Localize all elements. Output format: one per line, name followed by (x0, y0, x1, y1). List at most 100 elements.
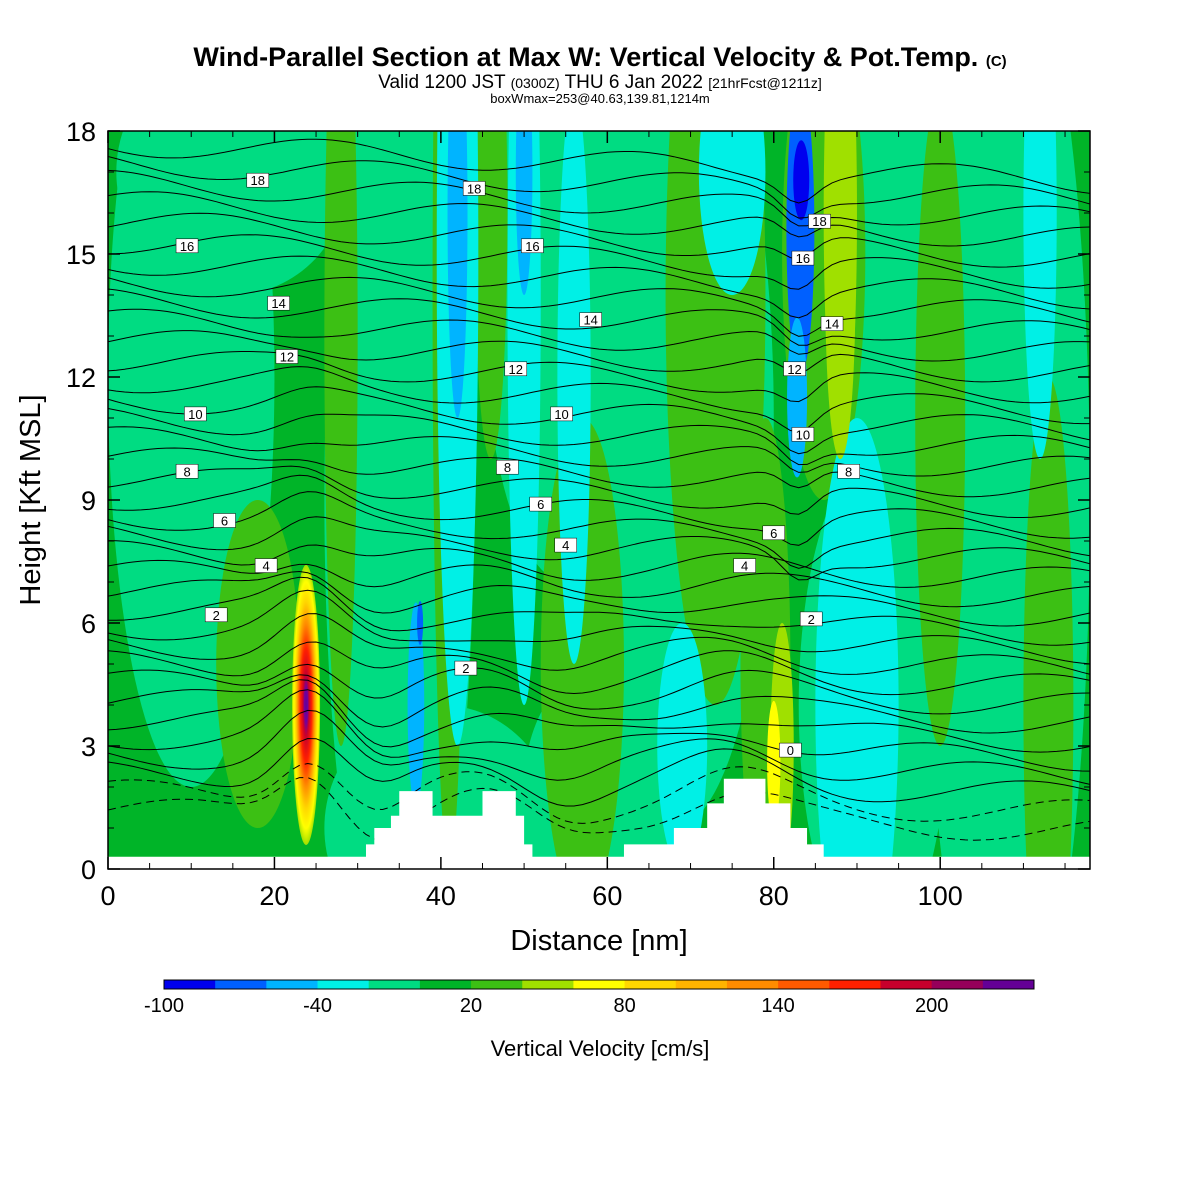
isentrope-label-box (554, 537, 577, 553)
isentrope-line (108, 386, 1090, 455)
isentrope-line (108, 366, 1090, 433)
y-tick-label: 9 (81, 486, 96, 516)
isentrope-line (108, 330, 1090, 383)
isentrope-label-box (733, 558, 756, 573)
colorbar-swatch (778, 980, 830, 989)
isentrope-line (108, 709, 1090, 785)
colorbar-tick-label: 140 (761, 995, 794, 1017)
x-tick-label: 80 (759, 881, 789, 911)
x-tick-label: 100 (918, 881, 963, 911)
velocity-shade (407, 602, 425, 808)
isentrope-label: 16 (796, 251, 810, 266)
velocity-shade (507, 131, 541, 705)
chart-subtitle: Valid 1200 JST (0300Z) THU 6 Jan 2022 [2… (378, 72, 822, 93)
velocity-shade (698, 131, 766, 295)
isentrope-label-box (254, 558, 278, 573)
isentrope-label: 10 (554, 407, 568, 422)
isentrope-line (108, 576, 1090, 646)
velocity-shade (815, 418, 899, 869)
isentrope-label: 6 (221, 514, 228, 529)
colorbar-swatch (164, 980, 216, 989)
isentrope-line (108, 762, 1090, 824)
y-axis-label: Height [Kft MSL] (15, 394, 47, 605)
isentrope-label-box (184, 406, 207, 422)
isentrope-label-box (213, 513, 236, 528)
colorbar-swatch (368, 980, 421, 989)
colorbar-tick-label: 200 (915, 995, 948, 1017)
y-tick-label: 12 (66, 363, 96, 393)
colorbar-swatch (880, 980, 933, 989)
velocity-shade (557, 131, 591, 664)
isentrope-label-box (579, 312, 602, 327)
colorbar-swatch (419, 980, 472, 989)
isentrope-label-box (267, 295, 290, 311)
colorbar-swatch (317, 980, 370, 989)
isentrope-label: 18 (251, 173, 265, 188)
downdraft-core (417, 601, 424, 645)
colorbar-swatch (982, 980, 1035, 989)
isentrope-label-box (275, 349, 299, 364)
isentrope-label: 6 (537, 497, 544, 512)
colorbar-frame (163, 979, 1035, 990)
isentrope-label-box (454, 660, 478, 676)
colorbar-swatch (215, 980, 267, 989)
isentrope-label: 4 (741, 559, 748, 574)
velocity-shade (447, 131, 468, 418)
isentrope-label-box (462, 181, 486, 196)
isentrope-label-box (799, 611, 823, 627)
isentrope-label: 18 (812, 214, 826, 229)
isentrope-label-box (246, 172, 270, 188)
colorbar-swatch (931, 980, 984, 989)
isentrope-line (108, 641, 1090, 696)
isentrope-label-box (496, 459, 519, 475)
isentrope-line (108, 737, 1090, 807)
colorbar-swatch (266, 980, 319, 989)
isentrope-label-box (762, 525, 786, 541)
isentrope-line (108, 474, 1090, 546)
isentrope-label-box (175, 464, 199, 479)
y-tick-label: 0 (81, 855, 96, 885)
velocity-shade (915, 131, 966, 746)
x-tick-label: 0 (100, 881, 115, 911)
x-axis-label: Distance [nm] (510, 925, 687, 957)
isentrope-line (108, 777, 1090, 841)
colorbar-tick-label: -100 (144, 995, 184, 1017)
isentrope-line (108, 351, 1090, 404)
velocity-shade (216, 500, 300, 828)
isentrope-label: 14 (271, 296, 285, 311)
isentrope-line (108, 447, 1090, 498)
isentrope-line (108, 663, 1090, 715)
colorbar-tick-label: -40 (303, 995, 332, 1017)
isentrope-label-box (204, 607, 228, 623)
colorbar-swatch (522, 980, 574, 989)
terrain-mask (108, 778, 1090, 869)
isentrope-line (108, 426, 1090, 477)
isentrope-label: 12 (787, 362, 801, 377)
isentrope-label-box (504, 361, 528, 377)
velocity-shade (657, 623, 708, 869)
colorbar-tick-label: 20 (460, 995, 482, 1017)
colorbar-swatch (675, 980, 728, 989)
isentrope-label: 4 (263, 559, 270, 574)
isentrope-label: 2 (808, 612, 815, 627)
velocity-shade (116, 131, 350, 295)
isentrope-line (108, 613, 1090, 675)
colorbar-label: Vertical Velocity [cm/s] (490, 1036, 710, 1061)
y-tick-label: 6 (81, 609, 96, 639)
isentrope-label-box (791, 250, 815, 266)
isentrope-line (108, 674, 1090, 734)
isentrope-label-box (808, 213, 831, 229)
isentrope-line (108, 570, 1090, 627)
isentrope-label-box (521, 238, 544, 254)
updraft-core (292, 565, 321, 845)
chart-title: Wind-Parallel Section at Max W: Vertical… (193, 42, 1007, 72)
colorbar-swatch (624, 980, 677, 989)
isentrope-label: 6 (770, 526, 777, 541)
isentrope-label-box (550, 406, 573, 422)
downdraft-core (793, 140, 810, 221)
isentrope-label: 8 (183, 464, 190, 479)
x-tick-label: 60 (592, 881, 622, 911)
isentrope-line (108, 308, 1090, 362)
isentrope-line (108, 191, 1090, 247)
